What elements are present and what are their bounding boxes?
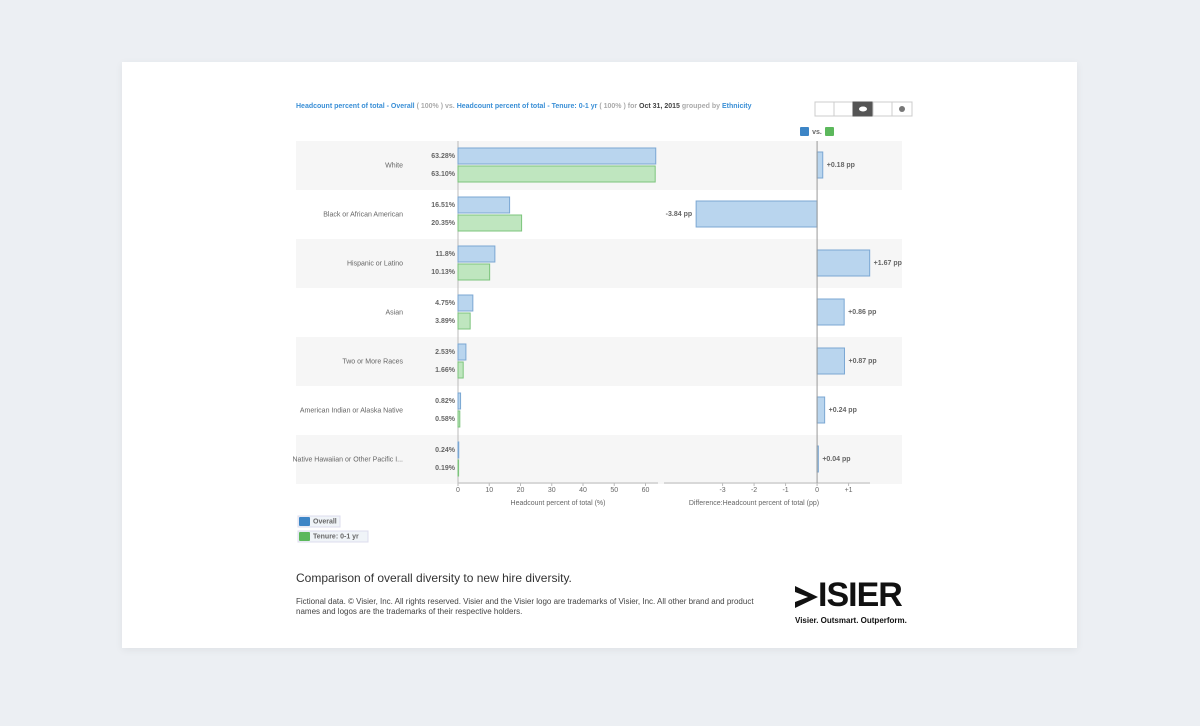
value-label: 2.53%	[435, 349, 456, 356]
gear-icon	[899, 106, 905, 112]
eye-icon	[859, 106, 867, 112]
value-label: +1.67 pp	[874, 260, 902, 267]
group[interactable]: Ethnicity	[721, 103, 752, 110]
x-tick-label: 30	[548, 487, 556, 494]
chart-header: Headcount percent of total - Overall ( 1…	[296, 103, 752, 110]
footnote: Fictional data. © Visier, Inc. All right…	[296, 597, 754, 616]
category-label: Asian	[385, 309, 403, 316]
value-label: +0.04 pp	[822, 456, 850, 463]
diff-bar	[816, 298, 845, 326]
x-tick-label: 40	[579, 487, 587, 494]
value-label: 20.35%	[431, 220, 456, 227]
value-label: 1.66%	[435, 367, 456, 374]
tool-button[interactable]	[872, 101, 893, 117]
bar	[457, 263, 491, 281]
value-label: 0.19%	[435, 465, 456, 472]
grouped-by: grouped by	[681, 103, 720, 110]
legend-label: Overall	[313, 518, 337, 525]
overall-icon	[800, 127, 809, 136]
x-tick-label: 10	[485, 487, 493, 494]
value-label: 63.28%	[431, 153, 456, 160]
metric[interactable]: Headcount percent of total - Overall	[296, 103, 415, 110]
row-band	[296, 239, 902, 288]
category-label: Two or More Races	[342, 358, 403, 365]
category-label: Native Hawaiian or Other Pacific I...	[293, 456, 404, 463]
bar	[457, 343, 467, 361]
date[interactable]: Oct 31, 2015	[639, 103, 680, 110]
bar	[457, 361, 464, 379]
tenure-icon	[825, 127, 834, 136]
category-label: Black or African American	[323, 211, 403, 218]
x-tick-label: 0	[815, 487, 819, 494]
tool-button[interactable]	[833, 101, 854, 117]
x-tick-label: 60	[642, 487, 650, 494]
category-label: American Indian or Alaska Native	[300, 407, 403, 414]
x-axis-title: Difference:Headcount percent of total (p…	[689, 500, 819, 507]
row-band	[296, 337, 902, 386]
x-tick-label: +1	[845, 487, 853, 494]
bar	[457, 147, 657, 165]
total: ( 100% )	[599, 103, 626, 110]
x-tick-label: 50	[610, 487, 618, 494]
toolbar	[814, 101, 913, 117]
value-label: 11.8%	[436, 251, 456, 258]
diff-bar	[816, 249, 871, 277]
x-tick-label: 20	[517, 487, 525, 494]
value-label: 4.75%	[435, 300, 456, 307]
for: for	[627, 103, 638, 110]
bar	[457, 245, 496, 263]
x-tick-label: -1	[782, 487, 788, 494]
value-label: 0.58%	[435, 416, 456, 423]
value-label: +0.18 pp	[827, 162, 855, 169]
value-label: 0.82%	[435, 398, 456, 405]
tool-button[interactable]	[814, 101, 835, 117]
legend-label: Tenure: 0-1 yr	[313, 533, 359, 540]
legend-chip[interactable]	[297, 530, 369, 543]
x-tick-label: 0	[456, 487, 460, 494]
bar	[457, 312, 471, 330]
x-tick-label: -3	[719, 487, 725, 494]
diff-bar	[816, 151, 824, 179]
plot: White Black or African American Hispanic o…	[293, 141, 902, 543]
category-label: White	[385, 162, 403, 169]
value-label: +0.87 pp	[848, 358, 876, 365]
legend-icon	[299, 532, 310, 541]
diff-bar	[816, 396, 826, 424]
metric[interactable]: Headcount percent of total - Tenure: 0-1…	[456, 103, 598, 110]
vs: vs.	[445, 103, 455, 110]
value-label: -3.84 pp	[666, 211, 692, 218]
value-label: 3.89%	[435, 318, 456, 325]
bar	[457, 214, 523, 232]
total: ( 100% )	[416, 103, 444, 110]
value-label: 63.10%	[431, 171, 456, 178]
caption: Comparison of overall diversity to new h…	[296, 571, 572, 585]
value-label: +0.24 pp	[829, 407, 857, 414]
row-band	[296, 435, 902, 484]
value-label: 0.24%	[435, 447, 456, 454]
bar	[457, 196, 511, 214]
legend-chip[interactable]	[297, 515, 341, 528]
diff-bar	[695, 200, 818, 228]
diff-bar	[816, 347, 845, 375]
bar	[457, 410, 461, 428]
value-label: 16.51%	[431, 202, 456, 209]
bar	[457, 441, 460, 459]
bar	[457, 294, 474, 312]
logo: ISIER	[818, 576, 903, 614]
legend-icon	[299, 517, 310, 526]
bar	[457, 165, 656, 183]
x-tick-label: -2	[751, 487, 757, 494]
bar	[457, 459, 460, 477]
value-label: 10.13%	[431, 269, 456, 276]
bar	[457, 392, 462, 410]
value-label: +0.86 pp	[848, 309, 876, 316]
x-axis-title: Headcount percent of total (%)	[511, 500, 606, 507]
category-label: Hispanic or Latino	[347, 260, 403, 267]
tagline: Visier. Outsmart. Outperform.	[795, 616, 907, 625]
compare-label: vs.	[812, 129, 822, 136]
